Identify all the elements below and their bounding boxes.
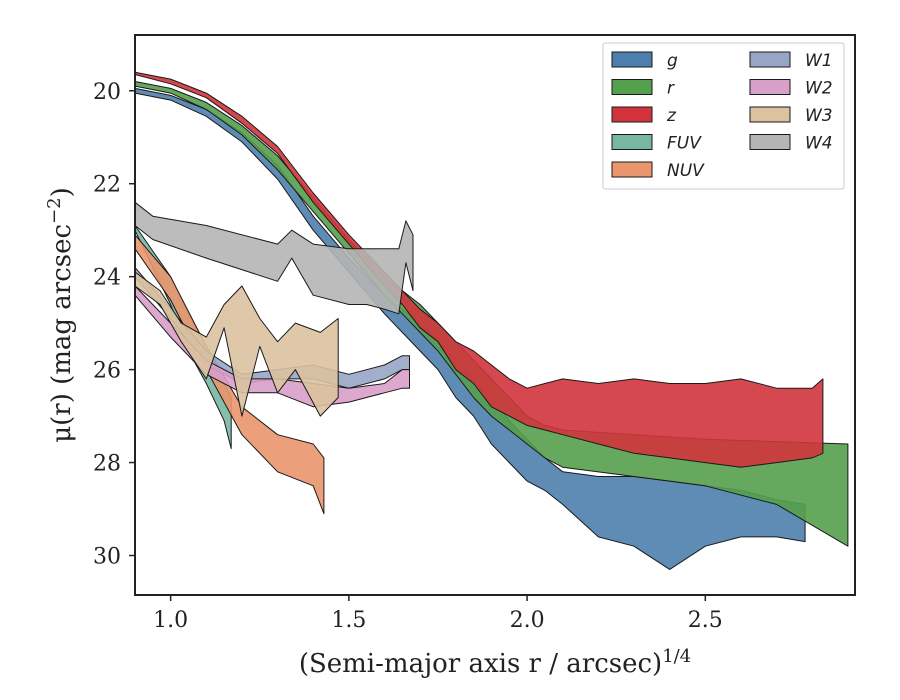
legend-swatch-fuv	[611, 134, 653, 150]
y-tick-label: 22	[93, 173, 121, 198]
legend-swatch-r	[611, 79, 653, 95]
x-axis-title: (Semi-major axis r / arcsec)1/4	[299, 646, 691, 679]
legend-swatch-w4	[749, 134, 791, 150]
legend-swatch-nuv	[611, 161, 653, 178]
legend-label-w2: W2	[805, 79, 833, 99]
x-tick-label: 1.5	[331, 608, 366, 633]
tick-layer: 1.0 1.5 2.0 2.5 20 22 24 26 28 30	[93, 80, 723, 633]
y-tick-label: 30	[93, 544, 121, 569]
legend-label-w1: W1	[805, 51, 833, 71]
legend-label-w3: W3	[805, 106, 833, 126]
legend-swatch-w2	[749, 79, 791, 95]
y-axis-title-sup: −2	[44, 197, 65, 224]
y-axis-title: μ(r) (mag arcsec−2)	[44, 187, 77, 443]
legend-swatch-w3	[749, 106, 791, 123]
legend-label-fuv: FUV	[667, 134, 702, 154]
x-tick-label: 2.5	[688, 608, 723, 633]
x-tick-label: 1.0	[153, 608, 188, 633]
legend-label-w4: W4	[805, 134, 833, 154]
band-w3	[134, 271, 339, 417]
y-tick-label: 20	[93, 80, 121, 105]
legend-swatch-z	[611, 106, 653, 123]
legend-label-r: r	[667, 79, 675, 99]
legend-swatch-g	[611, 51, 653, 68]
legend-label-nuv: NUV	[667, 161, 705, 181]
y-tick-label: 26	[93, 359, 121, 384]
band-w4	[134, 201, 414, 315]
plot-frame	[134, 34, 856, 596]
y-tick-label: 28	[93, 452, 121, 477]
x-axis-title-sup: 1/4	[662, 646, 691, 667]
legend-label-z: z	[666, 106, 677, 126]
legend-swatch-w1	[749, 51, 791, 68]
series-layer	[134, 71, 849, 570]
x-tick-label: 2.0	[510, 608, 545, 633]
legend-label-g: g	[667, 51, 678, 71]
legend: grz FUV NUV W1 W2 W3 W4	[602, 42, 845, 190]
y-tick-label: 24	[93, 266, 121, 291]
